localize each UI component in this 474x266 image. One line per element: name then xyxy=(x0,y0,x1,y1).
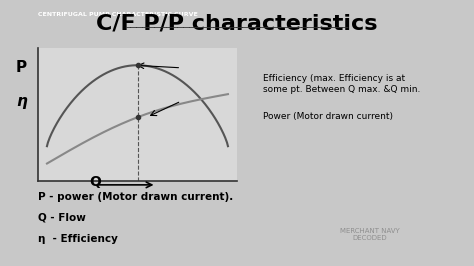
Text: P: P xyxy=(16,60,27,75)
Text: Power (Motor drawn current): Power (Motor drawn current) xyxy=(263,112,393,121)
Text: MERCHANT NAVY
DECODED: MERCHANT NAVY DECODED xyxy=(340,228,400,240)
Text: Efficiency (max. Efficiency is at
some pt. Between Q max. &Q min.: Efficiency (max. Efficiency is at some p… xyxy=(263,74,420,94)
Text: P - power (Motor drawn current).: P - power (Motor drawn current). xyxy=(38,192,233,202)
Text: Q - Flow: Q - Flow xyxy=(38,213,86,223)
Text: CENTRIFUGAL PUMP CHARACTERISTIC CURVE: CENTRIFUGAL PUMP CHARACTERISTIC CURVE xyxy=(38,12,198,17)
Text: η: η xyxy=(16,94,27,109)
Text: η  - Efficiency: η - Efficiency xyxy=(38,234,118,244)
Text: C/F P/P characteristics: C/F P/P characteristics xyxy=(96,14,378,34)
Text: ──────────────────────────────────────: ────────────────────────────────────── xyxy=(126,23,348,33)
Text: Q: Q xyxy=(89,175,101,189)
